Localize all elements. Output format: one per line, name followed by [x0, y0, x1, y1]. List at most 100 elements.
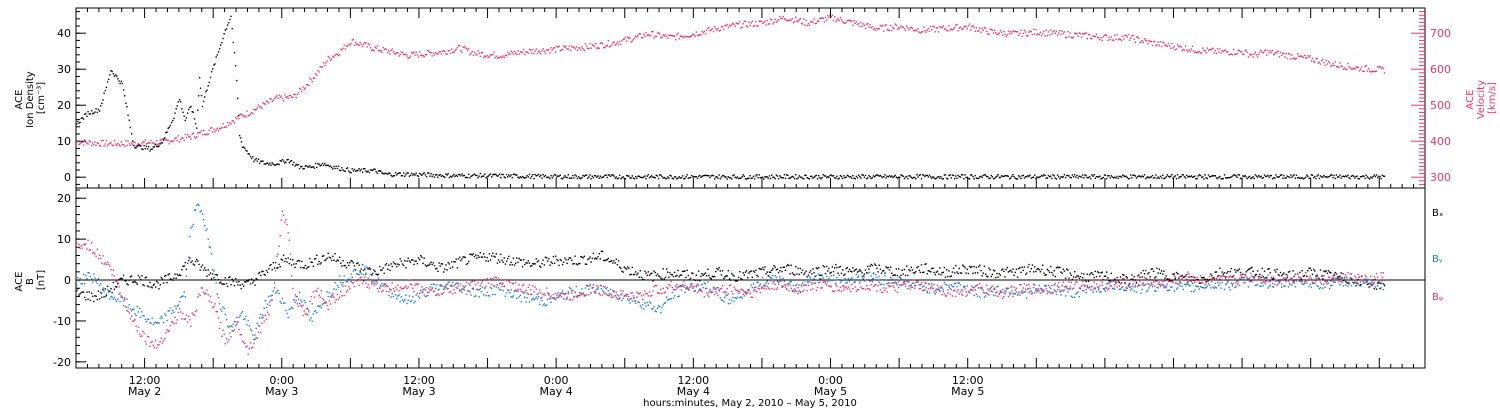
by-point	[170, 312, 173, 315]
density-point	[425, 176, 428, 178]
by-point	[1190, 290, 1192, 293]
bx-point	[120, 277, 122, 279]
bx-point	[1117, 279, 1119, 281]
density-point	[633, 178, 636, 180]
velocity-point	[128, 143, 130, 145]
bz-point	[231, 326, 233, 328]
velocity-point	[991, 29, 994, 31]
bz-point	[328, 300, 331, 302]
bx-point	[721, 270, 724, 272]
bx-point	[345, 267, 348, 269]
density-point	[262, 160, 264, 162]
by-point	[1005, 287, 1007, 289]
bz-point	[334, 301, 336, 304]
velocity-point	[737, 23, 740, 25]
bx-point	[157, 282, 159, 284]
bx-point	[1031, 264, 1034, 266]
density-point	[620, 178, 622, 180]
density-point	[1226, 177, 1228, 179]
density-point	[723, 175, 725, 177]
by-point	[955, 282, 957, 284]
bx-point	[465, 263, 468, 266]
by-point	[1297, 279, 1299, 281]
density-point	[1218, 176, 1220, 179]
bx-point	[726, 275, 728, 277]
density-point	[181, 108, 183, 110]
density-axis-label-line3: [cm⁻³]	[36, 82, 47, 114]
by-point	[95, 280, 97, 283]
density-point	[87, 111, 89, 113]
by-point	[663, 302, 665, 304]
velocity-point	[735, 22, 737, 24]
bx-point	[564, 257, 566, 259]
density-point	[860, 177, 862, 179]
velocity-point	[459, 45, 461, 47]
velocity-point	[620, 43, 622, 45]
by-point	[185, 275, 188, 277]
velocity-point	[396, 52, 398, 54]
velocity-point	[946, 29, 948, 31]
by-point	[364, 265, 366, 268]
bx-point	[431, 263, 433, 266]
density-point	[871, 177, 874, 179]
velocity-point	[1030, 31, 1032, 33]
density-point	[667, 176, 669, 178]
by-point	[944, 283, 947, 286]
density-point	[111, 70, 113, 73]
by-point	[1068, 288, 1070, 290]
velocity-point	[940, 27, 942, 29]
velocity-point	[979, 27, 981, 29]
bx-point	[1382, 283, 1385, 285]
velocity-point	[986, 30, 988, 33]
velocity-point	[551, 49, 553, 51]
density-point	[409, 174, 412, 176]
by-point	[238, 316, 240, 319]
bx-point	[904, 274, 907, 277]
velocity-point	[721, 25, 724, 28]
by-point	[1051, 284, 1053, 287]
velocity-point	[1176, 44, 1179, 46]
density-point	[824, 175, 827, 177]
velocity-point	[168, 143, 170, 145]
velocity-point	[480, 52, 483, 54]
bx-point	[761, 266, 764, 269]
by-point	[1266, 279, 1268, 281]
bx-point	[510, 261, 512, 264]
density-point	[1196, 177, 1198, 180]
density-point	[643, 176, 645, 178]
bx-point	[252, 282, 254, 284]
by-point	[385, 290, 388, 293]
density-point	[622, 176, 624, 178]
bx-point	[532, 263, 534, 265]
bx-point	[1107, 277, 1109, 279]
bz-point	[273, 282, 276, 284]
by-point	[1371, 279, 1373, 282]
density-point	[827, 176, 829, 178]
bz-point	[286, 223, 288, 226]
by-point	[1300, 281, 1302, 283]
bx-point	[561, 263, 564, 266]
bx-point	[1119, 276, 1122, 278]
density-point	[1355, 175, 1357, 178]
bx-point	[896, 274, 899, 277]
velocity-point	[740, 27, 742, 29]
density-point	[105, 86, 108, 89]
by-point	[670, 298, 672, 300]
density-point	[542, 174, 544, 176]
velocity-point	[875, 29, 877, 32]
by-point	[1326, 280, 1329, 282]
bx-point	[461, 258, 463, 260]
bx-point	[357, 262, 359, 264]
density-point	[1069, 176, 1071, 179]
bx-point	[959, 272, 962, 274]
velocity-point	[861, 25, 863, 27]
density-point	[899, 176, 901, 179]
velocity-point	[391, 48, 393, 50]
bx-point	[918, 269, 920, 272]
velocity-point	[914, 30, 916, 32]
bx-point	[181, 269, 183, 271]
velocity-point	[1347, 62, 1349, 65]
velocity-point	[749, 24, 751, 27]
by-point	[102, 287, 104, 289]
velocity-point	[1102, 36, 1104, 38]
